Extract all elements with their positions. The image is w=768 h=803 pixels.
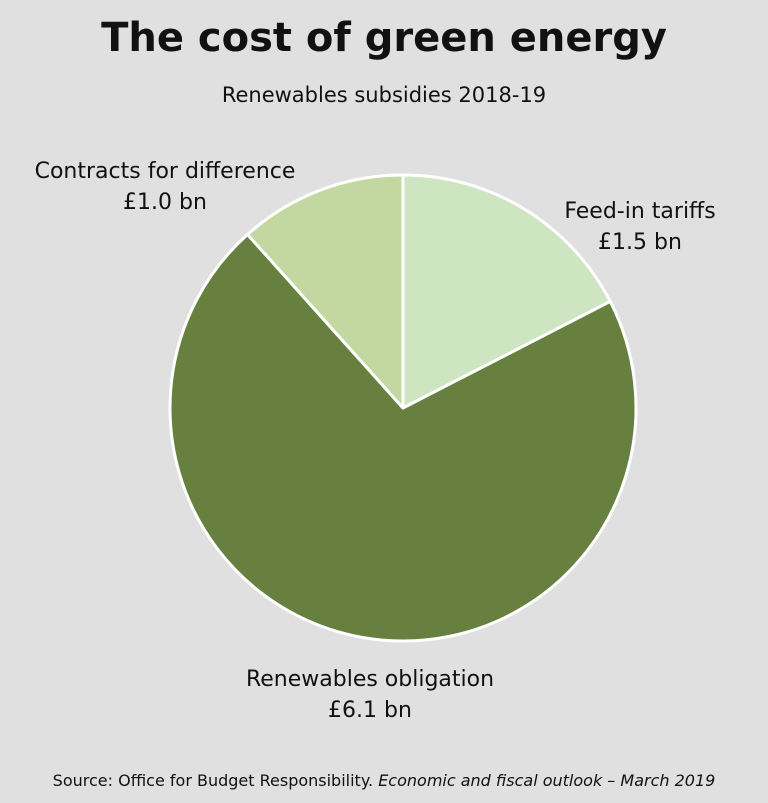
slice-label: Feed-in tariffs — [564, 199, 715, 224]
slice-label: Contracts for difference — [35, 159, 296, 184]
pie-slice — [246, 173, 405, 410]
source-text: Source: Office for Budget Responsibility… — [53, 771, 373, 790]
slice-value-label: £1.5 bn — [598, 230, 682, 255]
pie-slice — [168, 232, 638, 643]
source-publication: Economic and fiscal outlook – March 2019 — [378, 771, 715, 790]
slice-value-label: £1.0 bn — [123, 190, 207, 215]
chart-subtitle: Renewables subsidies 2018-19 — [222, 83, 546, 107]
source: Source: Office for Budget Responsibility… — [53, 771, 716, 790]
slice-label: Renewables obligation — [246, 667, 494, 692]
pie-slice — [401, 173, 612, 410]
slice-value-label: £6.1 bn — [328, 698, 412, 723]
chart-title: The cost of green energy — [101, 15, 667, 61]
